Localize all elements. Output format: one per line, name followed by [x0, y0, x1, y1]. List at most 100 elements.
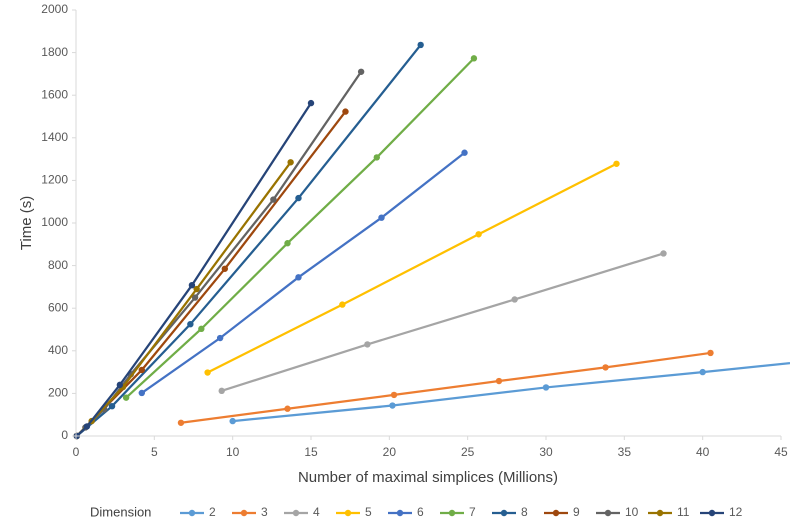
- point: [470, 55, 478, 62]
- point: [357, 68, 365, 75]
- point: [295, 194, 302, 202]
- y-tick-label: 1000: [41, 215, 68, 229]
- point: [707, 349, 714, 357]
- legend-label: 7: [469, 505, 476, 519]
- x-tick-label: 45: [774, 445, 788, 459]
- point: [307, 99, 315, 107]
- y-tick-label: 400: [48, 343, 68, 357]
- point: [188, 281, 196, 289]
- y-tick-label: 1800: [41, 45, 68, 59]
- legend-marker: [292, 509, 300, 517]
- legend-marker: [396, 509, 404, 517]
- point: [177, 419, 185, 426]
- legend-label: 10: [625, 505, 639, 519]
- point: [660, 250, 667, 257]
- point: [495, 377, 503, 385]
- point: [373, 154, 380, 161]
- legend-label: 5: [365, 505, 372, 519]
- series-line: [75, 161, 292, 437]
- point: [122, 394, 130, 401]
- legend-marker: [500, 509, 508, 517]
- legend-label: 3: [261, 505, 268, 519]
- point: [229, 417, 236, 425]
- series-line: [232, 361, 790, 423]
- y-tick-label: 800: [48, 258, 68, 272]
- legend-marker: [604, 509, 612, 517]
- series-line: [75, 71, 363, 437]
- y-tick-label: 600: [48, 300, 68, 314]
- series-line: [221, 252, 664, 392]
- point: [339, 301, 346, 308]
- point: [221, 265, 229, 272]
- x-tick-label: 15: [304, 445, 318, 459]
- series-line: [125, 57, 475, 399]
- point: [287, 159, 294, 166]
- x-tick-label: 20: [383, 445, 397, 459]
- point: [699, 368, 706, 376]
- x-tick-label: 35: [618, 445, 632, 459]
- point: [417, 41, 424, 49]
- x-tick-label: 5: [151, 445, 158, 459]
- point: [475, 231, 482, 238]
- point: [216, 334, 224, 342]
- point: [389, 402, 396, 409]
- legend-marker: [240, 509, 248, 517]
- y-tick-label: 200: [48, 386, 68, 400]
- point: [191, 294, 199, 301]
- y-axis-title: Time (s): [18, 196, 35, 250]
- legend-marker: [552, 509, 560, 517]
- y-tick-label: 1200: [41, 173, 68, 187]
- point: [83, 423, 91, 430]
- point: [284, 240, 291, 247]
- point: [511, 296, 518, 303]
- x-axis-title: Number of maximal simplices (Millions): [298, 469, 558, 486]
- point: [542, 384, 550, 391]
- series-line: [76, 102, 312, 437]
- point: [108, 402, 116, 410]
- point: [116, 381, 124, 389]
- legend-marker: [188, 509, 196, 517]
- y-tick-label: 1400: [41, 130, 68, 144]
- point: [342, 108, 349, 115]
- point: [613, 160, 620, 167]
- point: [218, 387, 225, 395]
- legend-label: 9: [573, 505, 580, 519]
- point: [364, 341, 371, 348]
- legend-label: 11: [677, 505, 690, 519]
- point: [284, 405, 291, 412]
- x-tick-label: 0: [73, 445, 80, 459]
- x-tick-label: 30: [539, 445, 553, 459]
- x-tick-label: 40: [696, 445, 710, 459]
- legend-marker: [344, 509, 352, 517]
- legend-label: 6: [417, 505, 424, 519]
- x-tick-label: 10: [226, 445, 240, 459]
- point: [138, 389, 145, 397]
- point: [270, 196, 277, 203]
- legend-marker: [448, 509, 456, 517]
- point: [295, 274, 302, 281]
- y-tick-label: 2000: [41, 2, 68, 16]
- point: [187, 320, 194, 328]
- point: [198, 325, 205, 333]
- x-tick-label: 25: [461, 445, 475, 459]
- legend-title: Dimension: [90, 504, 151, 519]
- point: [461, 149, 468, 156]
- y-tick-label: 1600: [41, 87, 68, 101]
- point: [390, 391, 398, 399]
- point: [602, 364, 609, 371]
- legend-marker: [708, 509, 716, 517]
- legend-marker: [656, 509, 664, 517]
- series-line: [207, 162, 618, 374]
- point: [138, 366, 145, 374]
- legend-label: 2: [209, 505, 216, 519]
- y-tick-label: 0: [61, 428, 68, 442]
- point: [204, 369, 211, 376]
- legend-label: 4: [313, 505, 320, 519]
- point: [378, 214, 385, 221]
- series-line: [141, 151, 466, 394]
- legend-label: 8: [521, 505, 528, 519]
- plot-area: [73, 41, 790, 440]
- point: [193, 285, 200, 293]
- legend-label: 12: [729, 505, 743, 519]
